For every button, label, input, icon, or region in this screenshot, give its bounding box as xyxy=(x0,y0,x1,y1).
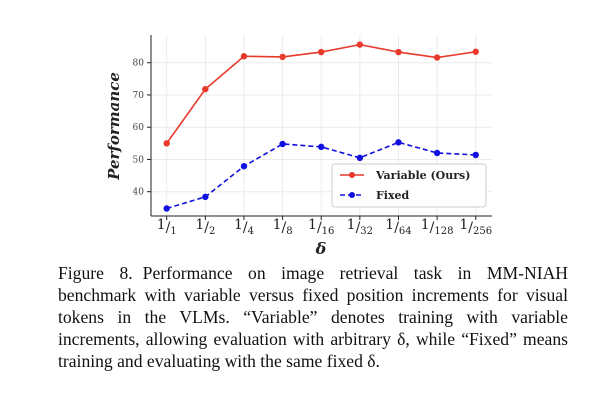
x-tick-label: 1/2 xyxy=(195,217,215,237)
figure-caption: Figure 8. Performance on image retrieval … xyxy=(58,262,568,372)
figure-label: Figure 8. xyxy=(58,263,133,283)
performance-chart: 40 50 60 70 80 1/1 1/2 1/4 1/8 1/16 1/32 1/64 1/128… xyxy=(105,35,492,258)
data-point-variable xyxy=(279,53,286,61)
data-point-fixed xyxy=(240,163,248,170)
data-point-variable xyxy=(356,41,364,48)
caption-text: Performance on image retrieval task in M… xyxy=(58,263,568,371)
data-point-fixed xyxy=(202,193,209,201)
data-point-fixed xyxy=(472,151,479,159)
x-tick-label: 1/1 xyxy=(157,217,177,237)
data-point-variable xyxy=(433,54,441,61)
y-tick-label: 40 xyxy=(133,188,145,198)
legend-label-variable: Variable (Ours) xyxy=(375,169,470,182)
x-tick-label: 1/64 xyxy=(385,217,411,237)
legend: Variable (Ours) Fixed xyxy=(331,163,487,208)
y-tick-label: 60 xyxy=(133,123,145,133)
x-tick-label: 1/32 xyxy=(347,217,373,237)
x-tick-label: 1/128 xyxy=(421,217,454,237)
y-tick-label: 50 xyxy=(133,155,145,165)
legend-marker-variable xyxy=(349,172,355,178)
data-point-variable xyxy=(163,140,170,147)
data-point-fixed xyxy=(356,154,364,162)
data-point-variable xyxy=(318,48,325,56)
data-point-fixed xyxy=(279,140,286,148)
data-point-variable xyxy=(240,53,248,60)
data-point-fixed xyxy=(318,143,325,151)
x-tick-label: 1/4 xyxy=(234,217,254,237)
legend-marker-fixed xyxy=(349,192,355,198)
data-point-fixed xyxy=(163,205,170,212)
data-point-variable xyxy=(202,85,209,93)
x-tick-label: 1/8 xyxy=(273,217,293,237)
x-tick-label: 1/256 xyxy=(459,217,492,237)
x-axis-label: δ xyxy=(315,239,327,258)
y-axis-label: Performance xyxy=(105,72,123,181)
data-point-variable xyxy=(472,48,479,55)
data-point-fixed xyxy=(433,149,441,157)
x-tick-label: 1/16 xyxy=(308,217,334,237)
data-point-variable xyxy=(395,48,402,56)
legend-label-fixed: Fixed xyxy=(376,189,410,202)
y-tick-label: 70 xyxy=(133,91,145,101)
data-point-fixed xyxy=(395,139,402,146)
y-tick-label: 80 xyxy=(133,59,145,69)
